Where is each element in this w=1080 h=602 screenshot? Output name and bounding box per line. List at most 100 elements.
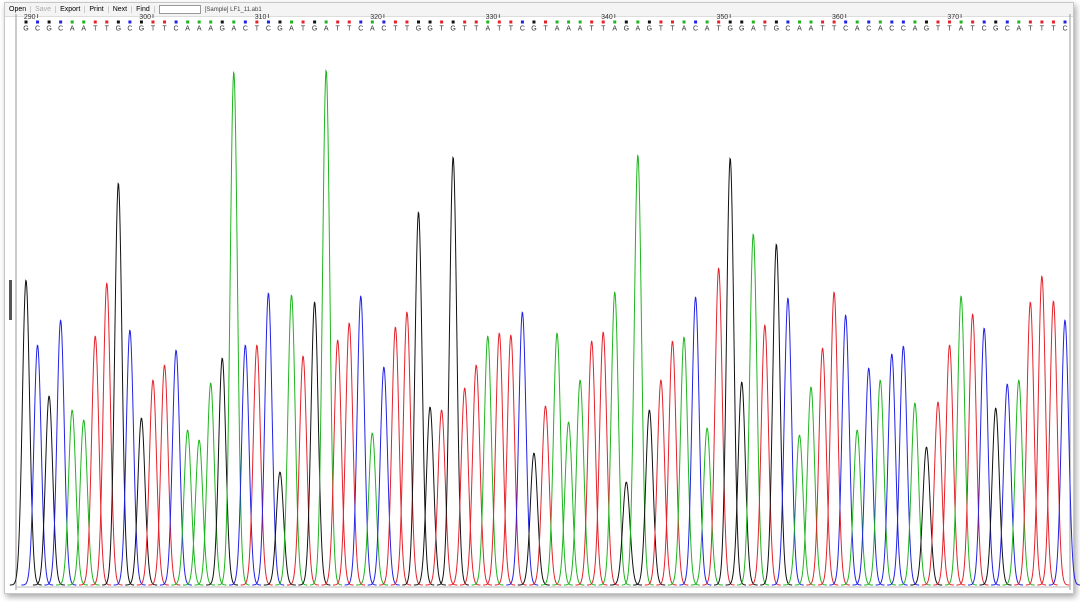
trace-peak (991, 383, 1024, 586)
base-call: G (774, 25, 779, 32)
base-marker (751, 20, 755, 24)
base-call: G (727, 25, 732, 32)
toolbar-button[interactable]: Print (85, 6, 109, 13)
find-input[interactable] (158, 5, 201, 14)
base-call: C (243, 25, 248, 32)
trace-peak (159, 349, 192, 586)
base-call: G (220, 25, 225, 32)
base-marker (1051, 20, 1055, 24)
base-marker (278, 20, 282, 24)
trace-peak (136, 379, 169, 586)
base-marker (532, 20, 536, 24)
base-call: A (636, 25, 641, 32)
base-call: T (717, 25, 722, 32)
base-marker (1005, 20, 1009, 24)
base-call: T (301, 25, 306, 32)
base-marker (913, 20, 917, 24)
base-marker (70, 20, 74, 24)
base-marker (336, 20, 340, 24)
trace-peak (413, 406, 446, 586)
trace-peak (644, 379, 677, 586)
base-marker (1063, 20, 1067, 24)
base-marker (451, 20, 455, 24)
base-call: A (959, 25, 964, 32)
base-call: T (763, 25, 768, 32)
trace-peak (898, 402, 931, 586)
trace-peak (79, 335, 112, 586)
ruler-label: 310 (255, 14, 267, 21)
zoom-slider[interactable] (9, 280, 12, 320)
trace-peak (621, 154, 654, 586)
toolbar-button[interactable]: Export (56, 6, 86, 13)
trace-peak (344, 295, 377, 586)
base-call: G (427, 25, 432, 32)
trace-peak (783, 434, 816, 586)
base-marker (151, 20, 155, 24)
trace-peak (471, 335, 504, 586)
base-marker (924, 20, 928, 24)
base-marker (982, 20, 986, 24)
base-marker (994, 20, 998, 24)
base-marker (93, 20, 97, 24)
base-marker (959, 20, 963, 24)
base-call: A (289, 25, 294, 32)
trace-peak (425, 409, 458, 586)
base-marker (1017, 20, 1021, 24)
trace-peak (829, 314, 862, 586)
trace-peak (275, 294, 308, 586)
base-marker (948, 20, 952, 24)
base-marker (266, 20, 270, 24)
trace-peak (90, 282, 123, 586)
base-marker (497, 20, 501, 24)
trace-peak (9, 279, 42, 586)
base-marker (440, 20, 444, 24)
base-call: T (255, 25, 260, 32)
base-call: C (58, 25, 63, 32)
base-marker (347, 20, 351, 24)
trace-peak (679, 296, 712, 586)
trace-peak (298, 301, 331, 586)
toolbar-button[interactable]: Next (109, 6, 133, 13)
trace-peak (379, 326, 412, 586)
base-marker (797, 20, 801, 24)
base-marker (463, 20, 467, 24)
base-call: A (612, 25, 617, 32)
trace-peak (286, 355, 319, 586)
base-call: G (739, 25, 744, 32)
base-call: C (693, 25, 698, 32)
base-call: G (46, 25, 51, 32)
trace-peak (725, 381, 758, 586)
base-marker (590, 20, 594, 24)
toolbar-button[interactable]: Find (132, 6, 155, 13)
trace-peak (263, 471, 296, 586)
base-marker (417, 20, 421, 24)
base-marker (728, 20, 732, 24)
trace-peak (910, 446, 943, 586)
base-call: C (785, 25, 790, 32)
trace-peak (171, 429, 204, 586)
trace-peak (506, 311, 539, 586)
base-call: T (151, 25, 156, 32)
toolbar-button[interactable]: Open (5, 6, 32, 13)
trace-peak (967, 327, 1000, 586)
base-call: G (139, 25, 144, 32)
base-marker (209, 20, 213, 24)
trace-peak (102, 182, 135, 586)
base-marker (682, 20, 686, 24)
base-call: T (497, 25, 502, 32)
trace-peak (760, 243, 793, 586)
base-marker (220, 20, 224, 24)
trace-peak (194, 382, 227, 586)
trace-peak (67, 419, 100, 586)
trace-peak (529, 405, 562, 586)
base-marker (578, 20, 582, 24)
base-call: A (485, 25, 490, 32)
base-call: C (127, 25, 132, 32)
base-call: A (555, 25, 560, 32)
base-marker (936, 20, 940, 24)
base-marker (474, 20, 478, 24)
base-marker (890, 20, 894, 24)
base-marker (290, 20, 294, 24)
trace-peak (771, 297, 804, 586)
base-call: A (185, 25, 190, 32)
